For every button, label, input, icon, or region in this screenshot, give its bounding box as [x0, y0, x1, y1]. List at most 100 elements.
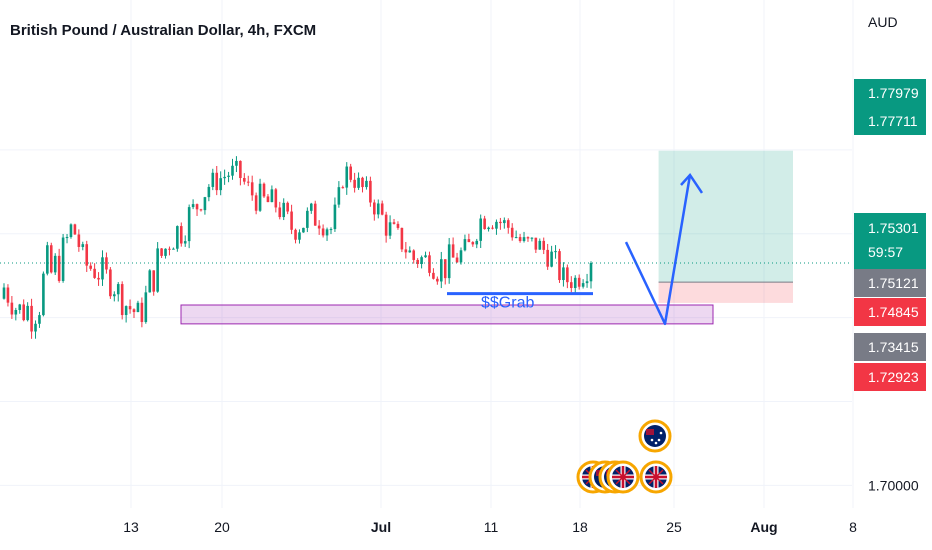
candle-body: [510, 227, 514, 238]
candle-body: [69, 224, 73, 238]
candle-body: [22, 304, 25, 321]
candle-body: [172, 248, 175, 250]
candle-body: [290, 211, 293, 230]
candle-body: [215, 172, 219, 191]
candle-body: [546, 249, 549, 267]
stop-zone: [658, 282, 793, 303]
candle-body: [376, 203, 380, 215]
candle-body: [562, 267, 565, 281]
candle-body: [266, 196, 270, 203]
currency-label: AUD: [868, 14, 898, 30]
candle-body: [514, 237, 518, 239]
candle-body: [412, 250, 416, 260]
candle-body: [566, 267, 569, 283]
candle-body: [432, 272, 435, 279]
candle-body: [388, 222, 392, 236]
candle-body: [57, 255, 61, 281]
candle-body: [408, 250, 412, 253]
candle-body: [199, 209, 203, 211]
candle-body: [26, 305, 29, 321]
candle-body: [156, 248, 159, 292]
time-axis: 13 20 Jul 11 18 25 Aug 8: [123, 519, 857, 535]
candle-body: [325, 229, 329, 236]
price-tag-bg-4: [854, 298, 926, 326]
candle-body: [424, 255, 427, 258]
price-tag-bg-2: [854, 213, 926, 269]
candle-body: [495, 221, 498, 229]
candle-body: [223, 176, 226, 179]
candle-body: [447, 244, 451, 279]
candle-body: [183, 241, 187, 244]
candle-body: [384, 214, 388, 236]
arrow-head: [680, 172, 704, 194]
candle-body: [207, 186, 211, 198]
candle-body: [239, 160, 242, 179]
candle-body: [187, 207, 191, 242]
candle-body: [585, 281, 589, 284]
candle-body: [518, 237, 522, 242]
price-tag-5: 1.73415: [868, 339, 919, 355]
candle-body: [345, 166, 349, 188]
grab-label: $$Grab: [481, 295, 534, 312]
x-tick-1: 20: [214, 519, 230, 535]
candle-body: [246, 181, 250, 183]
candle-body: [116, 284, 120, 295]
candle-body: [503, 220, 506, 224]
candle-body: [14, 310, 18, 315]
candle-body: [475, 240, 479, 245]
x-tick-3: 11: [484, 519, 499, 535]
candle-body: [570, 282, 573, 288]
candle-body: [65, 237, 69, 239]
x-tick-2: Jul: [371, 519, 391, 535]
candle-body: [404, 249, 408, 253]
candle-body: [270, 189, 274, 203]
candle-body: [203, 197, 207, 211]
candle-body: [577, 277, 581, 287]
candle-body: [262, 183, 266, 197]
candle-body: [243, 178, 246, 182]
candle-body: [191, 204, 195, 208]
candle-body: [491, 227, 494, 229]
uk-flag-icon-3: [606, 460, 640, 494]
candle-body: [487, 227, 490, 230]
candle-body: [97, 277, 100, 280]
candle-body: [93, 268, 96, 278]
candle-body: [85, 244, 89, 266]
x-tick-4: 18: [572, 519, 588, 535]
candle-body: [369, 180, 372, 203]
uk-flag-icon-5: [639, 460, 673, 494]
candle-body: [254, 195, 258, 211]
candle-body: [349, 166, 352, 180]
candle-body: [53, 255, 57, 273]
candle-body: [428, 255, 431, 273]
candle-body: [357, 177, 360, 188]
candle-body: [341, 187, 345, 189]
candle-body: [77, 234, 81, 247]
candle-body: [179, 226, 183, 244]
candle-body: [483, 218, 486, 230]
au-flag-icon-4: [638, 419, 672, 453]
candle-body: [321, 228, 325, 236]
candle-body: [436, 278, 439, 282]
price-tag-bg-6: [854, 363, 926, 391]
x-tick-7: 8: [849, 519, 857, 535]
candle-body: [6, 287, 10, 303]
candle-body: [73, 224, 77, 235]
candle-body: [81, 244, 85, 247]
candle-body: [132, 309, 136, 313]
candle-body: [168, 248, 171, 250]
candle-body: [219, 178, 222, 191]
candle-body: [105, 257, 108, 270]
candle-body: [160, 248, 163, 256]
candle-body: [120, 284, 124, 316]
countdown-tag: 59:57: [868, 244, 903, 260]
candle-body: [538, 240, 542, 250]
candle-body: [317, 225, 321, 229]
candle-body: [176, 226, 179, 249]
price-tag-1: 1.77711: [868, 113, 918, 129]
x-tick-6: Aug: [750, 519, 777, 535]
candle-body: [306, 210, 309, 228]
candle-body: [46, 245, 49, 274]
candle-body: [581, 283, 585, 287]
